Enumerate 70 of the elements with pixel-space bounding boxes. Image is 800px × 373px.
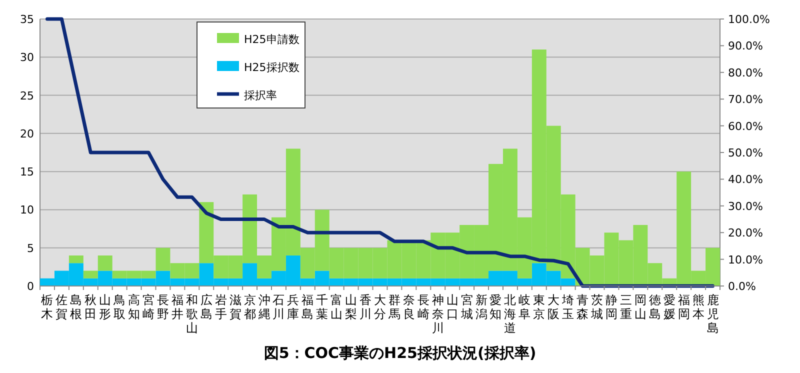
y2-tick-label: 70.0% [728,93,763,106]
x-tick-label: 千葉 [316,293,328,321]
x-tick-label: 福岡 [678,293,690,321]
y-tick-label: 30 [20,51,34,64]
x-tick-label: 高知 [128,293,140,321]
legend-label: H25採択数 [244,61,300,74]
y-tick-label: 25 [20,89,34,102]
y2-tick-label: 50.0% [728,146,763,160]
x-tick-label: 兵庫 [287,293,300,321]
x-tick-label: 愛知 [490,293,502,321]
y-tick-label: 0 [27,280,34,293]
x-tick-label: 秋田 [84,293,97,321]
x-tick-label: 岩手 [214,293,227,321]
y-tick-label: 5 [27,242,34,255]
x-tick-label: 宮城 [460,293,473,321]
x-tick-label: 香川 [360,293,372,321]
legend-label: 採択率 [244,89,277,102]
x-tick-label: 奈良 [402,293,415,321]
x-tick-label: 群馬 [387,293,400,321]
x-tick-label: 島根 [70,293,82,321]
x-tick-label: 大分 [374,293,386,321]
x-tick-label: 鳥取 [112,293,126,321]
text: 図5：COC事業のH25採択状況(採択率) [264,344,536,362]
x-tick-label: 京都 [244,293,256,321]
x-tick-label: 沖縄 [257,293,270,321]
x-tick-label: 佐賀 [56,293,68,321]
y2-tick-label: 100.0% [728,13,770,26]
y2-tick-label: 80.0% [728,66,763,80]
x-tick-label: 山梨 [345,293,358,321]
y2-tick-label: 40.0% [728,173,763,186]
y2-tick-label: 0.0% [728,280,756,293]
x-tick-label: 福島 [302,293,314,321]
x-tick-label: 神奈川 [432,293,444,335]
x-tick-label: 大阪 [548,293,560,321]
x-tick-label: 鹿児島 [706,293,719,335]
x-tick-label: 栃木 [41,293,54,321]
x-tick-label: 滋賀 [229,293,242,321]
x-tick-label: 長野 [156,293,169,321]
x-tick-label: 茨城 [590,293,604,321]
x-tick-label: 福井 [171,293,184,321]
x-tick-label: 長崎 [417,293,430,321]
x-tick-label: 三重 [620,293,632,321]
x-tick-label: 熊本 [692,293,704,321]
x-tick-label: 青森 [576,293,589,321]
x-tick-label: 徳島 [648,293,661,321]
x-tick-label: 宮崎 [142,293,155,321]
x-tick-label: 岡山 [634,293,646,321]
y-tick-label: 10 [20,204,34,217]
y-tick-label: 35 [20,13,34,26]
x-tick-label: 東京 [533,293,546,321]
x-tick-label: 和歌山 [186,293,198,335]
x-tick-label: 愛媛 [663,293,676,321]
y2-tick-label: 30.0% [728,200,763,213]
y-tick-label: 20 [20,127,34,140]
y-tick-label: 15 [20,166,34,179]
x-tick-label: 北海道 [504,293,516,335]
y2-tick-label: 90.0% [728,40,763,53]
y2-tick-label: 10.0% [728,253,763,266]
y2-tick-label: 20.0% [728,226,763,240]
y2-tick-label: 60.0% [728,120,763,133]
x-tick-label: 山口 [446,293,458,321]
legend-label: H25申請数 [244,33,300,46]
x-tick-label: 富山 [330,293,343,321]
x-tick-label: 山形 [99,293,112,321]
x-tick-label: 埼玉 [561,293,574,321]
x-tick-label: 石川 [272,293,285,321]
x-tick-label: 新潟 [475,293,488,321]
x-tick-label: 広島 [200,293,212,321]
x-tick-label: 静岡 [605,293,618,321]
x-tick-label: 岐阜 [518,293,531,321]
